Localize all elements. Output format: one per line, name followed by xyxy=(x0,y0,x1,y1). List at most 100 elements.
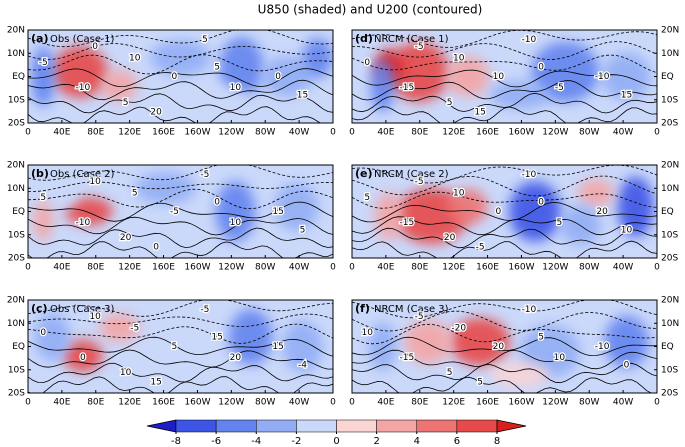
shaded-region xyxy=(604,315,649,368)
contour-label: 5 xyxy=(447,98,453,108)
y-tick-label: EQ xyxy=(12,342,25,352)
shaded-region xyxy=(262,56,313,97)
contour-label: 15 xyxy=(474,107,485,117)
panel-tag: (c) xyxy=(31,302,48,315)
contour-line xyxy=(352,201,657,223)
contour-label: 5 xyxy=(477,377,483,387)
panel-name: NRCM (Case 3) xyxy=(374,304,449,315)
x-tick-label: 80E xyxy=(87,263,104,273)
y-tick-label: EQ xyxy=(12,207,25,217)
shaded-region xyxy=(370,59,395,112)
contour-line xyxy=(352,80,657,101)
shaded-region xyxy=(150,39,211,76)
contour-label: -5 xyxy=(170,207,179,217)
contour-label: 20 xyxy=(444,233,456,243)
contour-label: 0 xyxy=(275,72,281,82)
contour-label: 5 xyxy=(123,98,129,108)
x-tick-label: 0 xyxy=(654,128,660,138)
x-tick-label: 0 xyxy=(25,398,31,408)
x-tick-label: 0 xyxy=(349,263,355,273)
x-tick-label: 0 xyxy=(25,128,31,138)
contour-label: -5 xyxy=(200,305,209,315)
contour-line xyxy=(28,106,322,123)
x-tick-label: 120E xyxy=(442,398,465,408)
colorbar-tick-label: -2 xyxy=(291,436,301,447)
contour-label: 0 xyxy=(214,198,220,208)
shading xyxy=(352,30,657,123)
x-tick-label: 160W xyxy=(184,128,210,138)
panel-name: Obs (Case 3) xyxy=(50,304,115,315)
y-tick-label: 20S xyxy=(661,254,678,264)
x-tick-label: 160W xyxy=(508,398,534,408)
x-tick-label: 120E xyxy=(442,128,465,138)
contour-label: 10 xyxy=(453,53,465,63)
colorbar-segment xyxy=(215,419,257,433)
contour-label: 0 xyxy=(80,353,86,363)
y-tick-label: EQ xyxy=(661,342,674,352)
x-tick-label: 120E xyxy=(442,263,465,273)
contour-line xyxy=(28,181,333,192)
contour-label: -5 xyxy=(415,312,424,322)
contour-label: -10 xyxy=(522,170,537,180)
colorbar-segment xyxy=(175,419,217,433)
contour-label: -5 xyxy=(200,170,209,180)
panel-name: Obs (Case 2) xyxy=(50,169,115,180)
y-tick-label: 10N xyxy=(7,184,25,194)
contour-label: 20 xyxy=(596,207,608,217)
shaded-region xyxy=(447,188,488,225)
y-tick-label: 10S xyxy=(8,365,25,375)
contour-label: 20 xyxy=(120,233,132,243)
contour-label: -5 xyxy=(39,58,48,68)
y-tick-label: 20N xyxy=(661,296,679,306)
contour-line xyxy=(352,41,657,60)
contour-line xyxy=(28,68,333,88)
x-tick-label: 80E xyxy=(87,128,104,138)
contour-label: 0 xyxy=(538,63,544,73)
contour-label: -5 xyxy=(476,242,485,252)
shaded-region xyxy=(101,69,138,102)
contour-line xyxy=(352,175,657,197)
x-tick-label: 120W xyxy=(542,128,568,138)
x-tick-label: 160E xyxy=(152,128,175,138)
x-tick-label: 160W xyxy=(508,263,534,273)
x-tick-label: 120W xyxy=(218,398,244,408)
y-tick-label: 10S xyxy=(661,230,678,240)
contour-label: 15 xyxy=(297,91,308,101)
shaded-region xyxy=(445,56,490,97)
contour-line xyxy=(28,54,333,75)
contour-line xyxy=(28,201,333,222)
contour-label: 10 xyxy=(453,188,465,198)
contour-label: 5 xyxy=(202,35,208,45)
x-tick-label: 40W xyxy=(289,263,309,273)
y-tick-label: 20S xyxy=(661,389,678,399)
x-tick-label: 120W xyxy=(218,128,244,138)
contour-label: -5 xyxy=(555,83,564,93)
panel-tag: (a) xyxy=(31,32,48,45)
contour-line xyxy=(352,191,657,209)
shaded-region xyxy=(228,309,273,366)
contour-label: 5 xyxy=(40,193,46,203)
contour-label: -10 xyxy=(595,342,610,352)
x-tick-label: 40E xyxy=(377,263,394,273)
y-tick-label: 10N xyxy=(661,49,679,59)
contour-label: 15 xyxy=(272,207,283,217)
shaded-region xyxy=(274,182,319,231)
x-tick-label: 120E xyxy=(118,398,141,408)
shaded-region xyxy=(578,178,614,207)
x-tick-label: 120E xyxy=(118,128,141,138)
colorbar-segment xyxy=(456,419,498,433)
shaded-region xyxy=(99,313,140,342)
x-tick-label: 80E xyxy=(411,128,428,138)
contour-label: 10 xyxy=(89,177,101,187)
contour-label: 10 xyxy=(493,72,505,82)
contour-label: -20 xyxy=(451,323,466,333)
y-tick-label: 20N xyxy=(661,26,679,36)
x-tick-label: 40W xyxy=(613,398,633,408)
contour-line xyxy=(28,349,333,370)
x-tick-label: 160E xyxy=(476,128,499,138)
contour-label: 15 xyxy=(272,342,283,352)
contour-label: 5 xyxy=(214,63,220,73)
contour-line xyxy=(352,376,652,393)
x-tick-label: 0 xyxy=(25,263,31,273)
